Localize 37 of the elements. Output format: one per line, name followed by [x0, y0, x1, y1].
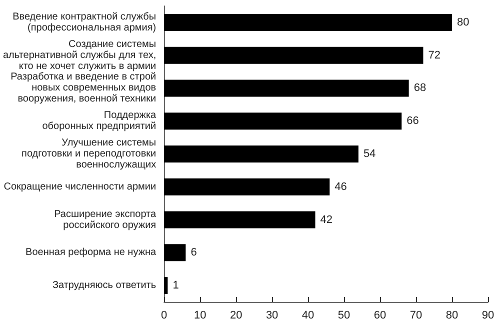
x-tick-label: 20 [230, 310, 242, 322]
x-tick-label: 10 [194, 310, 206, 322]
x-tick-label: 70 [410, 310, 422, 322]
x-tick-label: 50 [338, 310, 350, 322]
y-tick-label: Расширение экспорта российского оружия [54, 208, 157, 231]
x-tick-label: 40 [302, 310, 314, 322]
y-tick-label: Разработка и введение в строй новых современных видов вооружения, военной техники [10, 72, 156, 105]
data-label: 42 [320, 214, 333, 226]
bar [164, 14, 452, 31]
bar [164, 46, 424, 64]
data-label: 66 [406, 115, 419, 128]
bar [164, 146, 358, 162]
x-tick-label: 90 [482, 310, 494, 322]
y-tick-label: Создание системы альтернативной службы для тех, кто не хочет служить в армии [2, 38, 156, 72]
data-label: 72 [428, 49, 440, 62]
bar [164, 112, 402, 130]
bar [164, 277, 168, 294]
data-label: 1 [172, 280, 179, 292]
bar [164, 178, 330, 196]
data-label: 46 [334, 180, 347, 193]
x-tick-label: 60 [374, 310, 386, 322]
x-tick-label: 30 [266, 310, 278, 322]
y-tick-label: Затрудняюсь ответить [52, 280, 156, 292]
data-label: 80 [457, 16, 470, 28]
data-label: 6 [190, 246, 197, 259]
y-tick-label: Сокращение численности армии [4, 181, 156, 192]
data-label: 68 [414, 82, 426, 94]
x-tick-label: 80 [446, 310, 458, 322]
y-tick-label: Поддержка оборонных предприятий [42, 110, 157, 132]
bar [164, 244, 186, 262]
y-tick-label: Улучшение системы подготовки и переподготовки военнослужащих [22, 138, 156, 170]
bar [164, 211, 316, 228]
bar [164, 80, 409, 97]
y-tick-label: Военная реформа не нужна [26, 247, 157, 258]
data-label: 54 [363, 148, 376, 160]
x-tick-label: 0 [161, 310, 168, 322]
y-tick-label: Введение контрактной службы (профессиональная армия) [12, 11, 156, 34]
